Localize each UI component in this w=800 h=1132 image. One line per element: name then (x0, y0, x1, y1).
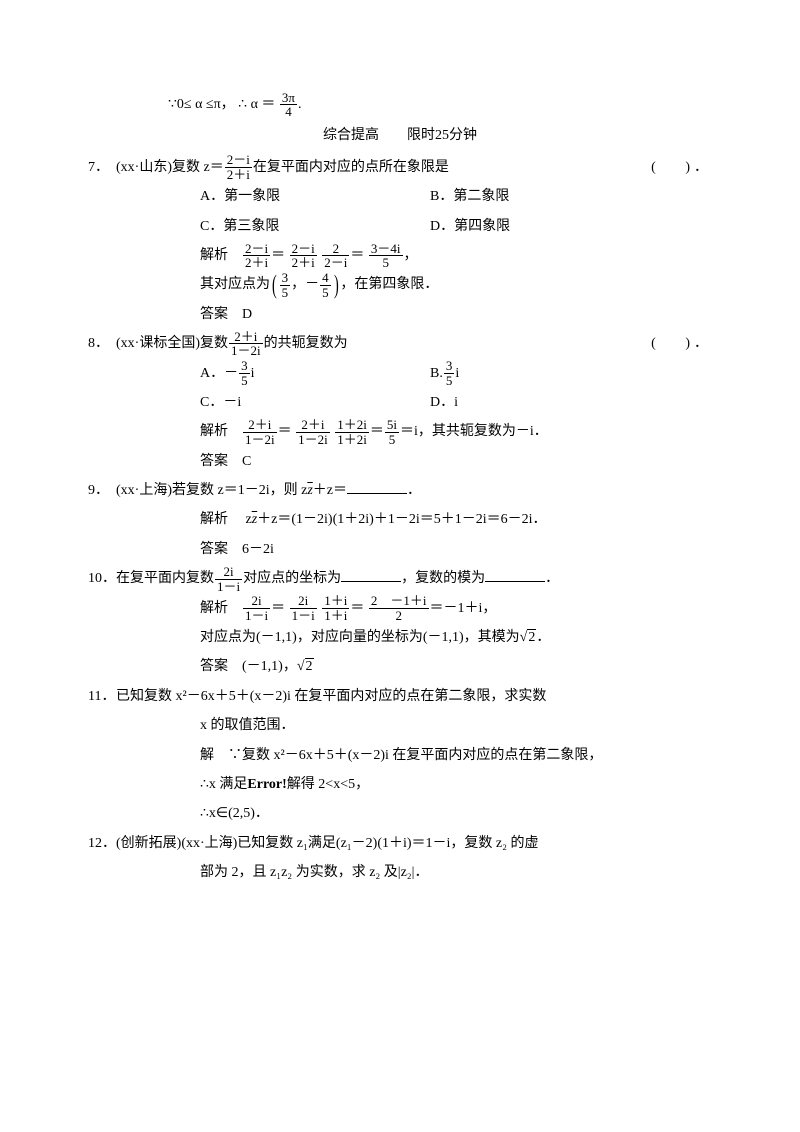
answer: 答案 6－2i (88, 535, 712, 564)
q11-l2: x 的取值范围． (88, 711, 712, 740)
answer-paren: ( )． (651, 153, 712, 182)
section-title: 综合提高 限时25分钟 (88, 119, 712, 152)
option-b: B．第二象限 (430, 182, 509, 211)
question-9: 9． (xx·上海)若复数 z＝1－2i，则 zz＋z＝． (88, 476, 712, 505)
option-b: B.35i (430, 359, 459, 388)
option-d: D．i (430, 388, 458, 417)
options-row: A．第一象限 B．第二象限 (88, 182, 712, 211)
frac-icon: 2－i2＋i (225, 153, 252, 181)
question-10: 10． 在复平面内复数2i1－i对应点的坐标为，复数的模为． (88, 564, 712, 593)
q11-l5: ∴x∈(2,5)． (88, 799, 712, 828)
blank-field (341, 568, 401, 582)
answer-paren: ( )． (651, 329, 712, 358)
question-12: 12． (创新拓展)(xx·上海)已知复数 z₁满足(z₁－2)(1＋i)＝1－… (88, 829, 712, 858)
solution: 解析 2－i2＋i＝ 2－i2＋i 22－i＝ 3－4i5， (88, 241, 712, 270)
option-a: A．－35i (200, 359, 430, 388)
solution: 解析 2i1－i＝ 2i1－i 1＋i1＋i＝ 2 －1＋i2＝－1＋i， (88, 594, 712, 623)
lparen-icon: ( (272, 275, 277, 296)
option-a: A．第一象限 (200, 182, 430, 211)
options-row: C．－i D．i (88, 388, 712, 417)
blank-field (347, 480, 407, 494)
options-row: C．第三象限 D．第四象限 (88, 212, 712, 241)
option-c: C．第三象限 (200, 212, 430, 241)
q11-l3: 解 ∵复数 x²－6x＋5＋(x－2)i 在复平面内对应的点在第二象限， (88, 741, 712, 770)
q11-l4: ∴x 满足Error!解得 2<x<5， (88, 770, 712, 799)
question-8: 8． (xx·课标全国)复数2＋i1－2i的共轭复数为 ( )． (88, 329, 712, 358)
question-11: 11． 已知复数 x²－6x＋5＋(x－2)i 在复平面内对应的点在第二象限，求… (88, 682, 712, 711)
options-row: A．－35i B.35i (88, 359, 712, 388)
answer: 答案 (－1,1)，2 (88, 652, 712, 681)
answer: 答案 D (88, 300, 712, 329)
prev-fragment: ∵0≤ α ≤π， ∴ α ＝ 3π 4 . (88, 90, 712, 119)
solution: 解析 zz＋z＝(1－2i)(1＋2i)＋1－2i＝5＋1－2i＝6－2i． (88, 505, 712, 534)
option-d: D．第四象限 (430, 212, 510, 241)
sqrt-icon: 2 (297, 652, 314, 681)
text: ∵0≤ α ≤π， ∴ α ＝ (168, 97, 275, 112)
rparen-icon: ) (334, 275, 339, 296)
sqrt-icon: 2 (520, 623, 537, 652)
option-c: C．－i (200, 388, 430, 417)
solution-line2: 对应点为(－1,1)，对应向量的坐标为(－1,1)，其模为2． (88, 623, 712, 652)
solution-line2: 其对应点为(35，－45)，在第四象限． (88, 270, 712, 299)
solution: 解析 2＋i1－2i＝ 2＋i1－2i 1＋2i1＋2i＝5i5＝i，其共轭复数… (88, 417, 712, 446)
question-7: 7． (xx·山东)复数 z＝2－i2＋i在复平面内对应的点所在象限是 ( )． (88, 153, 712, 182)
answer: 答案 C (88, 447, 712, 476)
blank-field (485, 568, 545, 582)
error-text: Error! (247, 777, 286, 792)
q12-l2: 部为 2，且 z₁z₂ 为实数，求 z₂ 及|z₂|． (88, 858, 712, 887)
frac-3pi-4: 3π 4 (280, 91, 297, 119)
